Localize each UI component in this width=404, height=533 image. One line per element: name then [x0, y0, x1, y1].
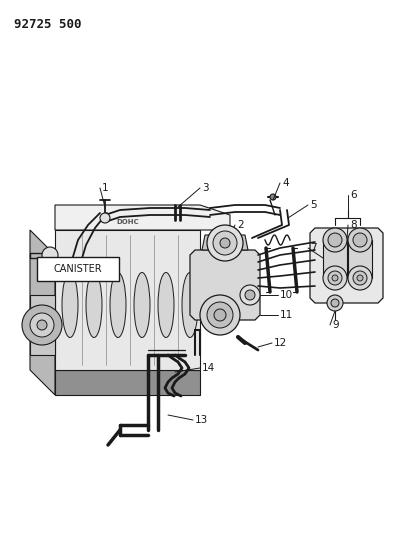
- Circle shape: [323, 266, 347, 290]
- Circle shape: [331, 299, 339, 307]
- Ellipse shape: [134, 272, 150, 337]
- Circle shape: [213, 231, 237, 255]
- Text: DOHC: DOHC: [117, 219, 139, 225]
- Circle shape: [328, 271, 342, 285]
- Circle shape: [357, 275, 363, 281]
- Ellipse shape: [158, 272, 174, 337]
- Circle shape: [37, 320, 47, 330]
- Circle shape: [30, 313, 54, 337]
- Text: 3: 3: [202, 183, 208, 193]
- Circle shape: [200, 295, 240, 335]
- Text: 7: 7: [310, 243, 317, 253]
- Polygon shape: [310, 228, 383, 303]
- Circle shape: [207, 225, 243, 261]
- Text: 5: 5: [310, 200, 317, 210]
- Ellipse shape: [62, 272, 78, 337]
- Ellipse shape: [110, 272, 126, 337]
- Circle shape: [270, 194, 276, 200]
- Circle shape: [353, 233, 367, 247]
- Circle shape: [22, 305, 62, 345]
- Polygon shape: [55, 205, 230, 230]
- Circle shape: [323, 228, 347, 252]
- Polygon shape: [202, 235, 248, 250]
- Text: 8: 8: [350, 220, 357, 230]
- Polygon shape: [30, 295, 55, 355]
- Circle shape: [42, 247, 58, 263]
- Circle shape: [328, 233, 342, 247]
- Text: 9: 9: [332, 320, 339, 330]
- Circle shape: [348, 266, 372, 290]
- Circle shape: [214, 309, 226, 321]
- Ellipse shape: [86, 272, 102, 337]
- Text: 92725 500: 92725 500: [14, 18, 82, 31]
- Text: 11: 11: [280, 310, 293, 320]
- Text: 13: 13: [195, 415, 208, 425]
- Ellipse shape: [182, 272, 198, 337]
- Circle shape: [207, 302, 233, 328]
- Text: 1: 1: [102, 183, 109, 193]
- Text: 12: 12: [274, 338, 287, 348]
- Polygon shape: [55, 230, 200, 370]
- Circle shape: [100, 213, 110, 223]
- Polygon shape: [55, 370, 200, 395]
- Text: 2: 2: [237, 220, 244, 230]
- Circle shape: [220, 238, 230, 248]
- Circle shape: [348, 228, 372, 252]
- Circle shape: [353, 271, 367, 285]
- Polygon shape: [190, 250, 260, 320]
- Text: CANISTER: CANISTER: [54, 264, 102, 274]
- Text: 4: 4: [282, 178, 288, 188]
- Text: 14: 14: [202, 363, 215, 373]
- Polygon shape: [30, 230, 55, 395]
- Text: 6: 6: [350, 190, 357, 200]
- Circle shape: [240, 285, 260, 305]
- Circle shape: [332, 275, 338, 281]
- Polygon shape: [348, 240, 372, 278]
- Circle shape: [245, 290, 255, 300]
- FancyBboxPatch shape: [37, 257, 119, 281]
- Polygon shape: [323, 240, 347, 278]
- Circle shape: [327, 295, 343, 311]
- Text: 10: 10: [280, 290, 293, 300]
